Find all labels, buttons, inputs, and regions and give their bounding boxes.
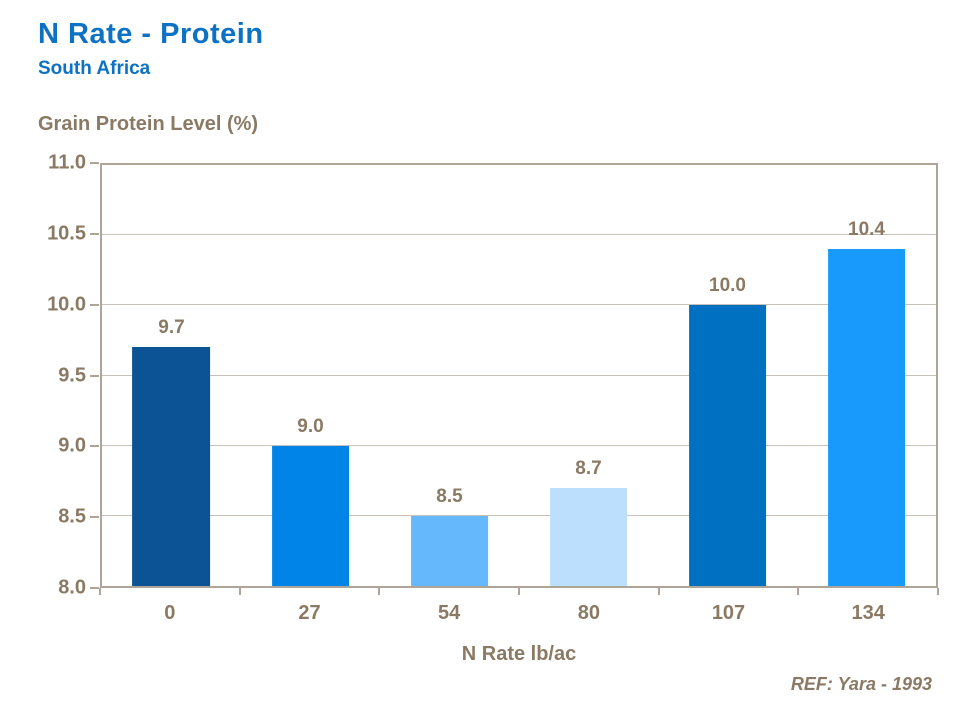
bar-chart: 9.7 9.0 8.5 8.7 10.0 10.4 8.0 8.5 9.0 9.5 10.0 10.…: [47, 152, 939, 624]
x-tick-mark: [238, 588, 241, 595]
reference: REF: Yara - 1993: [790, 674, 932, 694]
x-tick-mark: [378, 588, 381, 595]
y-tick-label: 8.0: [58, 576, 86, 599]
x-tick-mark: [657, 588, 660, 595]
x-tick-label: 0: [164, 602, 176, 624]
y-tick-label: 9.0: [58, 434, 86, 457]
x-tick-mark: [937, 588, 939, 595]
bar-0: [132, 347, 211, 586]
bar-value-label: 8.5: [436, 485, 463, 507]
bar-value-label: 8.7: [575, 457, 602, 479]
y-tick-mark: [90, 232, 99, 235]
y-tick-label: 8.5: [58, 505, 86, 528]
y-tick-mark: [90, 587, 99, 589]
gridline: [102, 444, 936, 446]
gridline: [102, 304, 936, 306]
y-tick-label: 10.0: [47, 293, 86, 316]
bar-54: [410, 515, 489, 586]
x-tick-label: 107: [711, 602, 746, 624]
y-tick-label: 11.0: [48, 151, 86, 174]
gridline: [102, 514, 936, 516]
x-tick-mark: [518, 588, 520, 595]
y-tick-mark: [90, 303, 99, 306]
plot-area: 9.7 9.0 8.5 8.7 10.0 10.4: [100, 163, 938, 588]
x-tick-label: 27: [298, 602, 321, 624]
y-tick-mark: [90, 445, 99, 448]
gridline: [102, 234, 936, 236]
x-tick-mark: [99, 588, 101, 595]
bar-134: [827, 249, 906, 586]
y-tick-label: 9.5: [58, 364, 86, 386]
y-tick-mark: [90, 516, 99, 519]
x-tick-mark: [797, 588, 800, 595]
bar-27: [271, 445, 350, 586]
x-tick-label: 134: [851, 602, 885, 624]
x-tick-label: 80: [577, 602, 600, 624]
bar-107: [688, 305, 767, 586]
bar-value-label: 9.7: [158, 317, 185, 339]
y-axis-title: Grain Protein Level (%): [38, 113, 259, 135]
x-axis-title: N Rate lb/ac: [461, 643, 577, 665]
y-tick-mark: [90, 374, 99, 377]
page-title: N Rate - Protein: [38, 18, 264, 50]
x-tick-label: 54: [438, 602, 461, 624]
bar-value-label: 9.0: [297, 415, 324, 437]
bar-80: [549, 487, 628, 586]
bar-value-label: 10.0: [709, 275, 746, 297]
y-tick-label: 10.5: [47, 222, 86, 245]
gridline: [102, 374, 936, 376]
page-subtitle: South Africa: [38, 58, 151, 79]
bar-value-label: 10.4: [848, 219, 885, 241]
y-tick-mark: [90, 162, 99, 164]
